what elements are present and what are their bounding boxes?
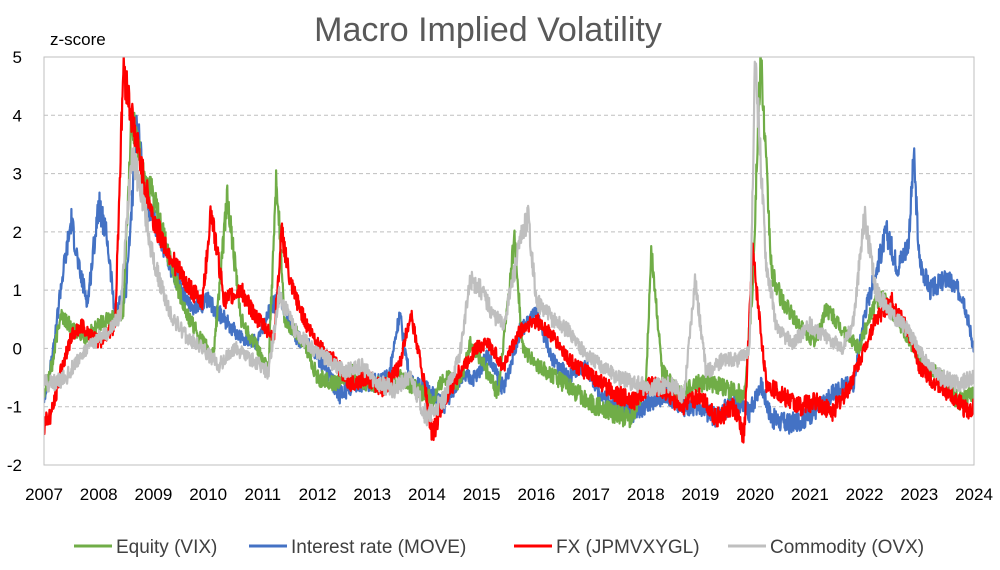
series-line-3 — [44, 60, 974, 427]
x-tick-label: 2010 — [189, 485, 227, 504]
x-tick-label: 2015 — [463, 485, 501, 504]
y-tick-label: 5 — [13, 48, 22, 67]
legend-label: Equity (VIX) — [116, 537, 217, 558]
x-tick-label: 2017 — [572, 485, 610, 504]
x-axis-ticks: 2007 2008 2009 2010 2011 2012 2013 2014 2015 2016… — [25, 485, 993, 504]
y-tick-label: 3 — [13, 165, 22, 184]
x-tick-label: 2024 — [955, 485, 993, 504]
x-tick-label: 2021 — [791, 485, 829, 504]
x-tick-label: 2012 — [299, 485, 337, 504]
chart-title: Macro Implied Volatility — [314, 11, 662, 49]
legend: Equity (VIX) Interest rate (MOVE) FX (JPMV… — [74, 537, 924, 558]
y-tick-label: 1 — [13, 281, 22, 300]
x-tick-label: 2007 — [25, 485, 63, 504]
legend-label: FX (JPMVXYGL) — [556, 537, 700, 558]
x-tick-label: 2009 — [134, 485, 172, 504]
y-tick-label: 4 — [13, 106, 22, 125]
x-tick-label: 2016 — [517, 485, 555, 504]
x-tick-label: 2008 — [80, 485, 118, 504]
y-tick-label: -1 — [7, 398, 22, 417]
series-lines — [44, 57, 974, 444]
y-tick-label: -2 — [7, 456, 22, 475]
legend-label: Commodity (OVX) — [770, 537, 924, 558]
x-tick-label: 2014 — [408, 485, 446, 504]
y-tick-label: 0 — [13, 339, 22, 358]
x-tick-label: 2022 — [846, 485, 884, 504]
y-axis-label: z-score — [50, 30, 106, 49]
x-tick-label: 2020 — [736, 485, 774, 504]
x-tick-label: 2019 — [682, 485, 720, 504]
gridlines — [44, 114, 974, 408]
y-tick-label: 2 — [13, 223, 22, 242]
y-axis-ticks: 5 4 3 2 1 0 -1 -2 — [7, 48, 22, 475]
x-tick-label: 2011 — [245, 485, 282, 504]
x-tick-label: 2013 — [353, 485, 391, 504]
series-line-2 — [44, 57, 974, 444]
legend-label: Interest rate (MOVE) — [291, 537, 466, 558]
x-tick-label: 2018 — [627, 485, 665, 504]
plot-area — [43, 56, 975, 466]
x-tick-label: 2023 — [900, 485, 938, 504]
